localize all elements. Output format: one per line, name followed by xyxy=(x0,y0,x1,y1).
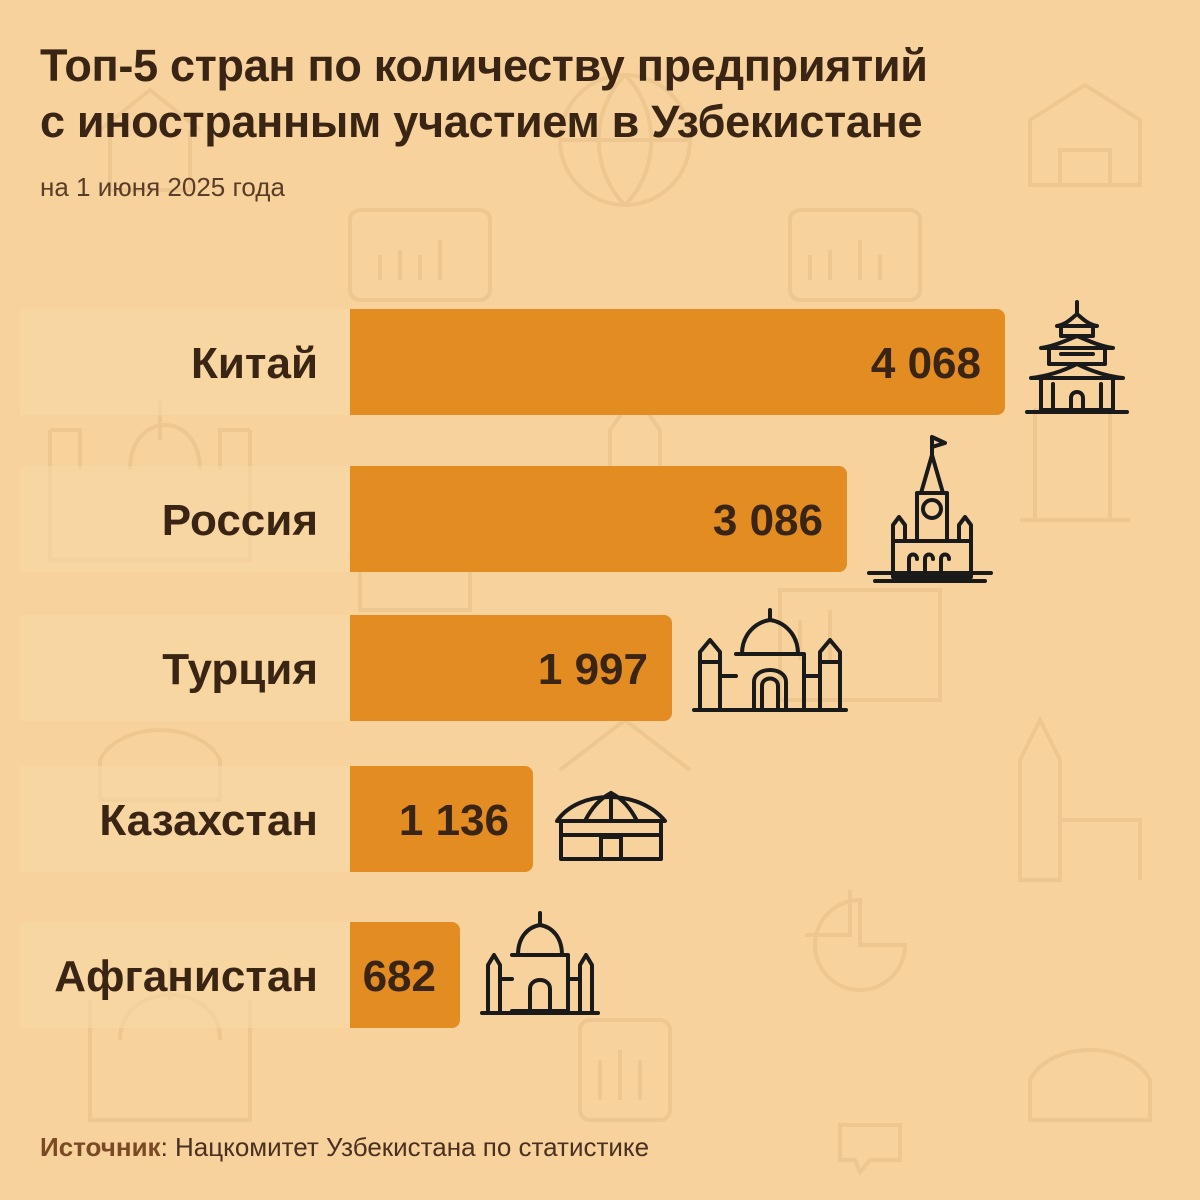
value-label: 682 xyxy=(363,952,436,1001)
category-label: Афганистан xyxy=(54,952,318,1001)
source-note: Источник: Нацкомитет Узбекистана по стат… xyxy=(40,1132,649,1163)
source-colon: : xyxy=(160,1132,176,1162)
category-label: Китай xyxy=(191,339,318,388)
title-line-1: Топ-5 стран по количеству предприятий xyxy=(40,40,928,91)
bar xyxy=(350,466,847,572)
bar-left-edge xyxy=(350,766,362,872)
bar xyxy=(350,922,460,1028)
value-label: 3 086 xyxy=(713,496,823,545)
bar xyxy=(350,615,672,721)
bar-left-edge xyxy=(350,309,362,415)
bar xyxy=(350,309,1005,415)
mosque-small-icon xyxy=(480,911,600,1015)
bar-left-edge xyxy=(350,922,362,1028)
row-band xyxy=(20,766,360,872)
source-text: Нацкомитет Узбекистана по статистике xyxy=(175,1132,650,1162)
category-label: Казахстан xyxy=(99,796,318,845)
pagoda-icon xyxy=(1025,300,1129,414)
row-band xyxy=(20,615,360,721)
chart-subtitle: на 1 июня 2025 года xyxy=(40,172,285,202)
row-band xyxy=(20,922,360,1028)
category-label: Турция xyxy=(162,645,318,694)
bar-left-edge xyxy=(350,615,362,721)
bar-left-edge xyxy=(350,466,362,572)
yurt-icon xyxy=(555,791,667,861)
row-band xyxy=(20,466,360,572)
kremlin-tower-icon xyxy=(867,435,993,583)
value-label: 4 068 xyxy=(871,339,981,388)
chart-title: Топ-5 стран по количеству предприятий с … xyxy=(40,38,1160,150)
mosque-icon xyxy=(692,608,848,712)
row-band xyxy=(20,309,360,415)
category-label: Россия xyxy=(162,496,318,545)
title-line-2: с иностранным участием в Узбекистане xyxy=(40,96,923,147)
source-label: Источник xyxy=(40,1132,161,1162)
value-label: 1 136 xyxy=(399,796,509,845)
value-label: 1 997 xyxy=(538,645,648,694)
bar xyxy=(350,766,533,872)
